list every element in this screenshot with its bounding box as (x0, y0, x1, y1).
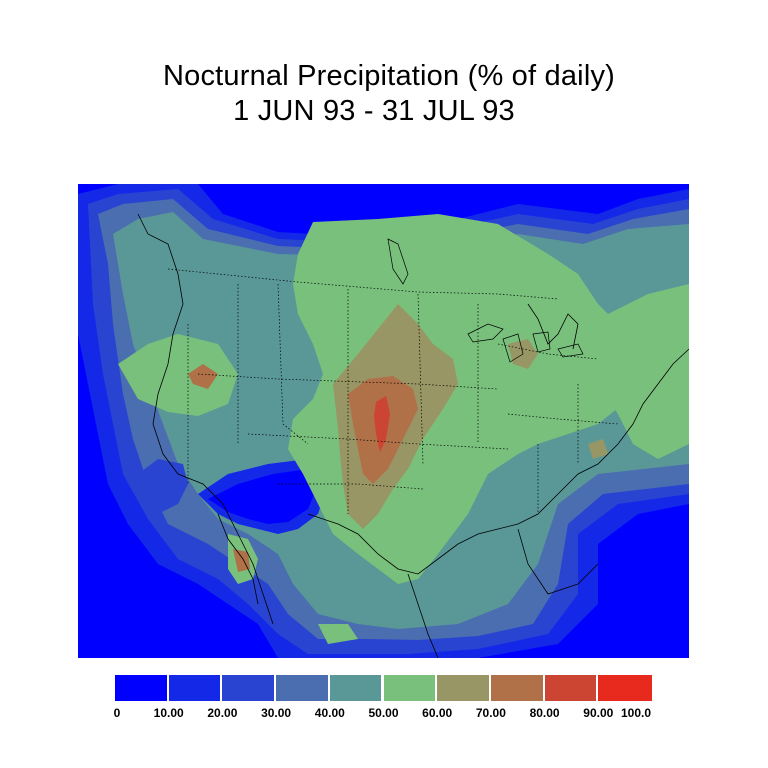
state-borders (167, 268, 619, 514)
colorbar-swatch (222, 675, 277, 701)
colorbar-swatch (115, 675, 169, 701)
colorbar-swatch (168, 675, 223, 701)
colorbar-tick-label: 20.00 (207, 706, 238, 720)
contour-50-60-west (118, 334, 238, 416)
colorbar-tick-label: 30.00 (261, 706, 292, 720)
colorbar-swatch (383, 675, 438, 701)
colorbar-tick-label: 50.00 (368, 706, 399, 720)
chart-title: Nocturnal Precipitation (% of daily) (162, 60, 616, 92)
colorbar-tick-label: 60.00 (422, 706, 453, 720)
colorbar-tick-label: 90.00 (583, 706, 614, 720)
contour-50-60-east (588, 284, 689, 459)
colorbar-swatch (276, 675, 330, 701)
colorbar-tick-label: 80.00 (529, 706, 560, 720)
contour-80-90 (374, 396, 390, 452)
contour-70-80-baja (233, 549, 250, 572)
colorbar-tick-label: 70.00 (475, 706, 506, 720)
colorbar-swatch (598, 675, 652, 701)
contour-60-70-carolina (588, 439, 608, 459)
colorbar-tick-label: 0 (113, 706, 121, 720)
colorbar-swatch (329, 675, 384, 701)
contour-50-60-south (318, 624, 358, 644)
contour-low-southwest-core (208, 469, 318, 524)
coastline-and-borders (137, 213, 689, 658)
precipitation-map (78, 184, 689, 658)
contour-70-80-northwest (188, 364, 218, 389)
colorbar-tick-label: 40.00 (314, 706, 345, 720)
great-lakes (387, 238, 584, 363)
colorbar-tick-label: 10.00 (153, 706, 184, 720)
colorbar (115, 675, 652, 701)
colorbar-tick-label: 100.0 (620, 706, 652, 720)
contour-low-pacific (138, 459, 188, 514)
colorbar-swatch (544, 675, 599, 701)
colorbar-swatch (490, 675, 545, 701)
chart-date-range: 1 JUN 93 - 31 JUL 93 (233, 95, 515, 127)
colorbar-swatch (437, 675, 491, 701)
